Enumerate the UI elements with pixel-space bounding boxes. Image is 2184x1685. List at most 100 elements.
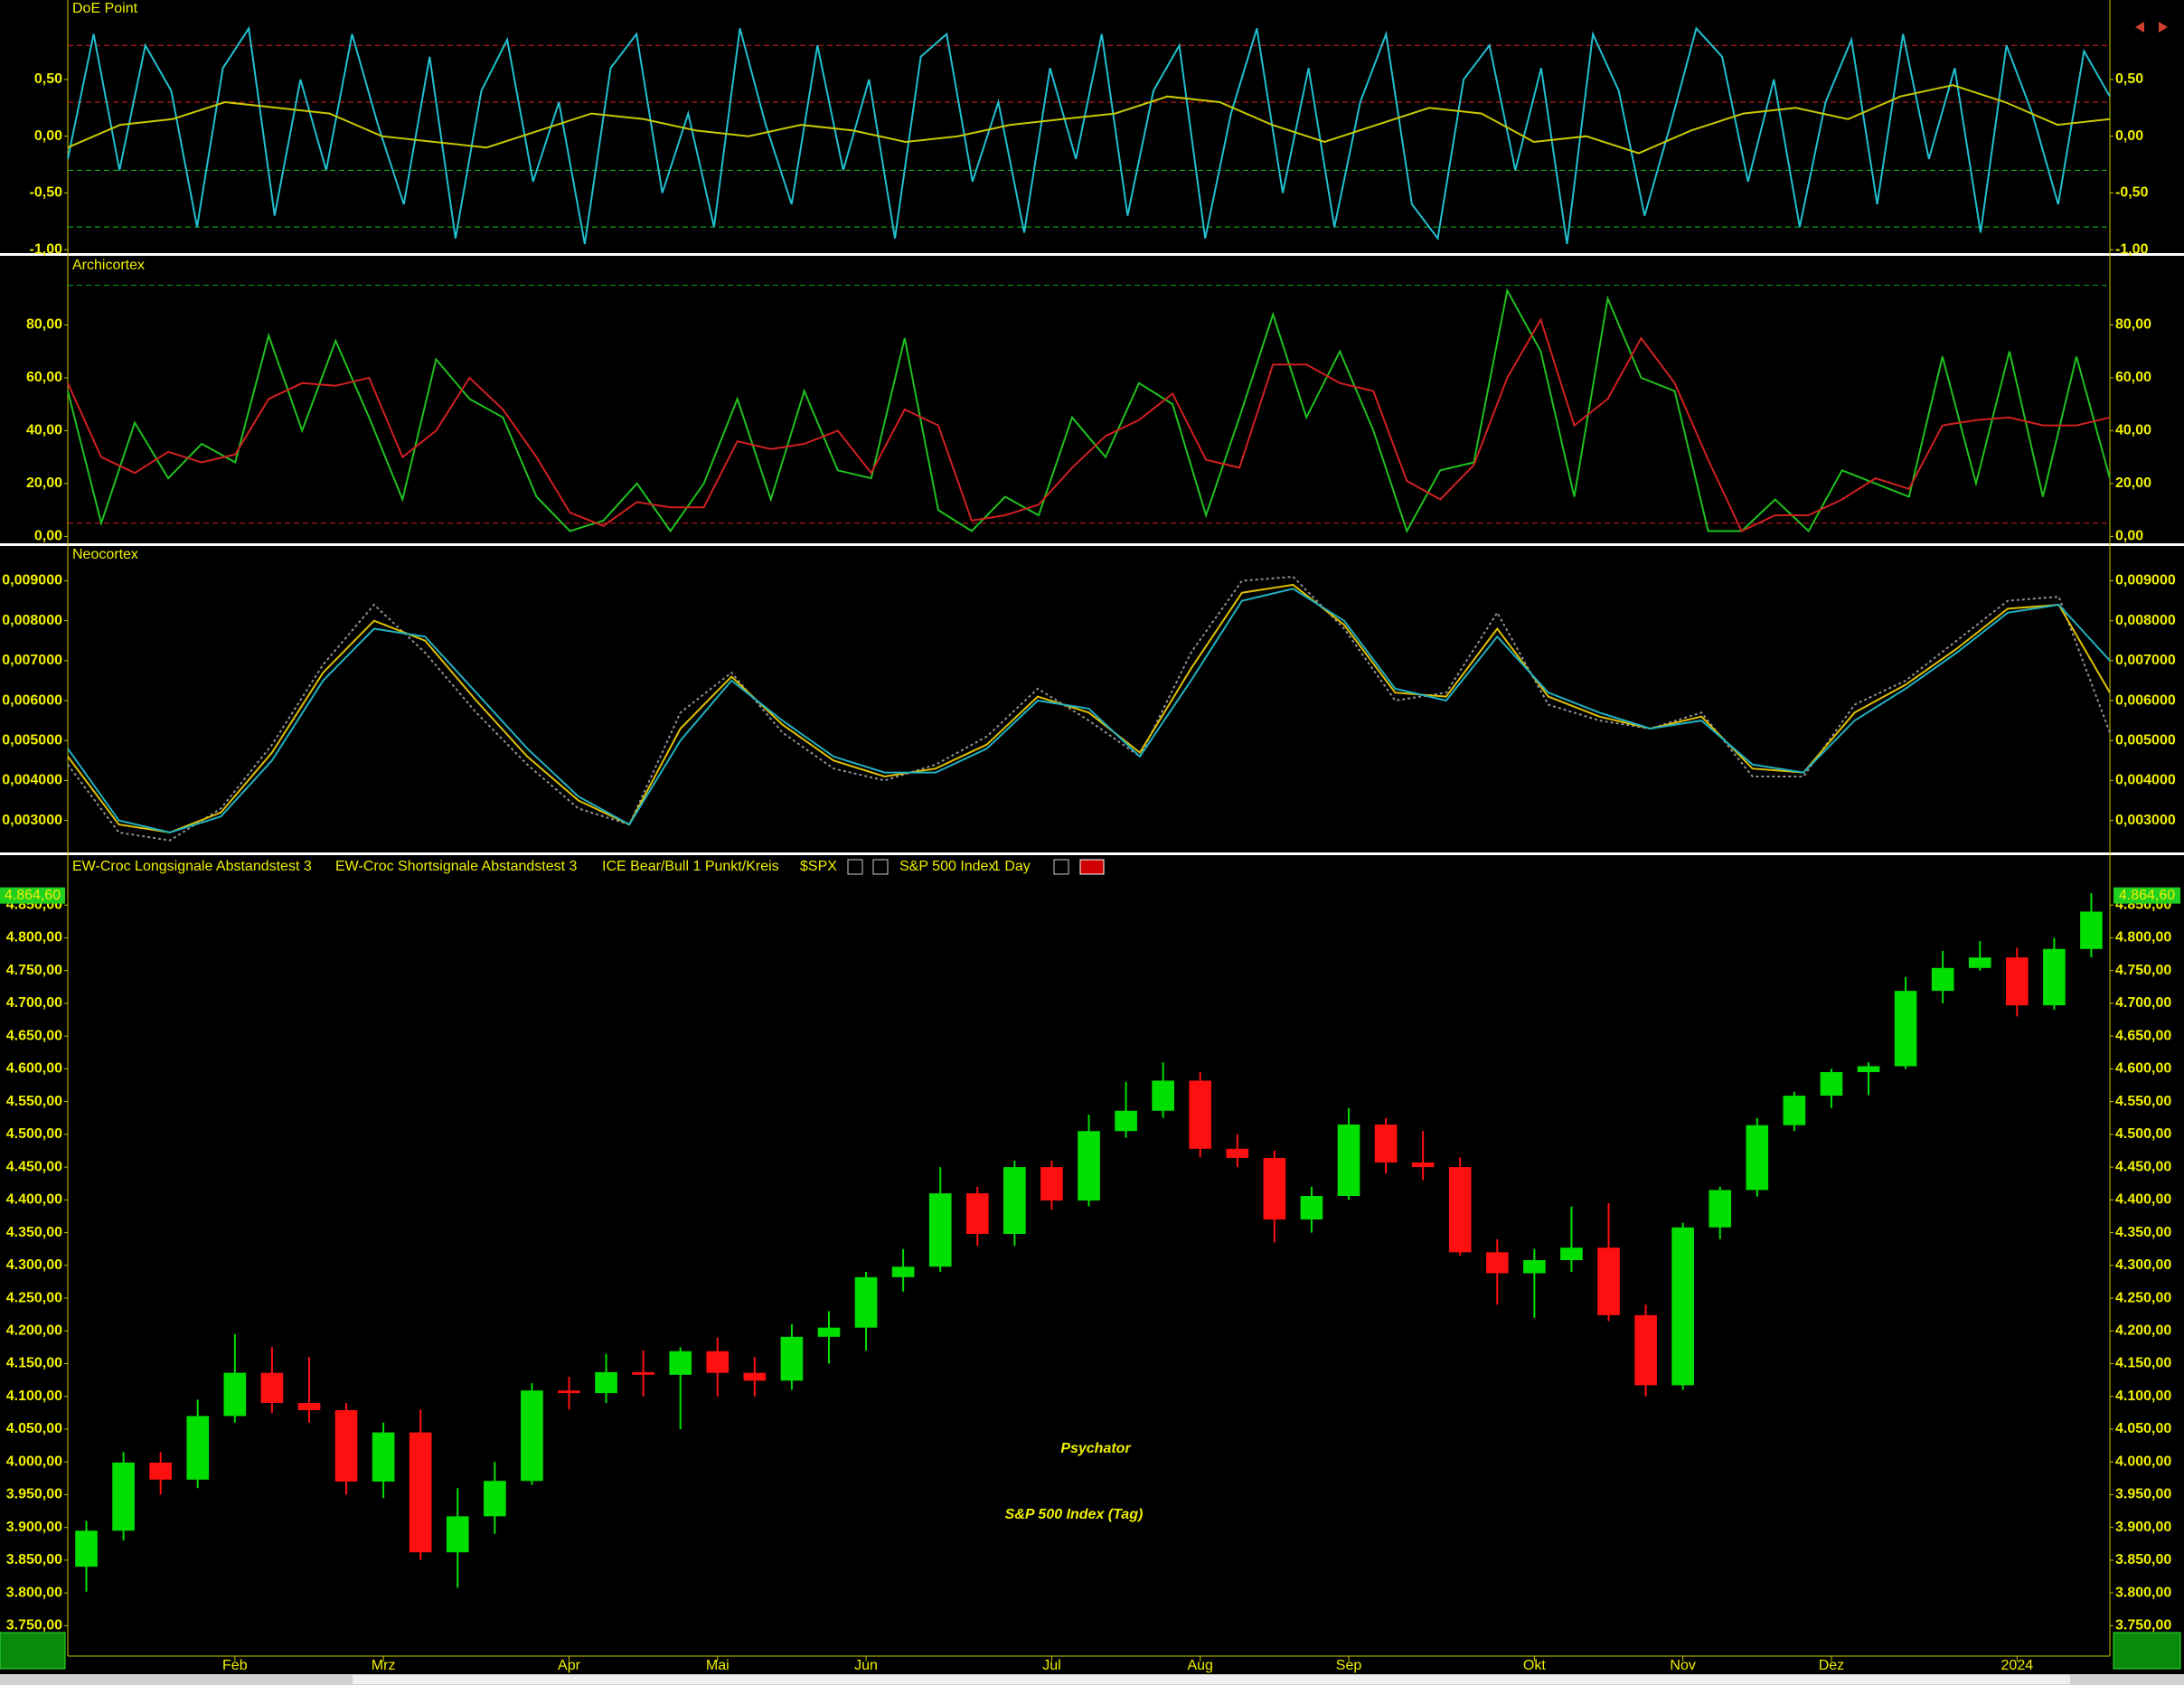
y-tick-label: 0,006000 (2, 692, 62, 708)
y-tick-label: 0,009000 (2, 573, 62, 588)
y-tick-label: 4.300,00 (6, 1257, 62, 1273)
candle-body (1189, 1080, 1212, 1149)
y-tick-label: 3.750,00 (6, 1618, 62, 1633)
y-tick-label: 4.800,00 (2115, 930, 2171, 946)
dropdown[interactable] (872, 859, 889, 875)
x-tick-label: 2024 (2001, 1658, 2034, 1673)
candle-body (1078, 1131, 1100, 1201)
candle-body (1746, 1125, 1769, 1191)
symbol: $SPX (800, 859, 837, 874)
line-series (67, 575, 2111, 842)
y-tick-label: 4.100,00 (2115, 1388, 2171, 1404)
y-tick-label: 4.650,00 (2115, 1028, 2171, 1043)
x-tick-label: Okt (1523, 1658, 1546, 1673)
y-tick-label: 3.950,00 (6, 1487, 62, 1502)
x-tick-label: Jul (1042, 1658, 1060, 1673)
candle-body (743, 1372, 767, 1381)
y-tick-label: 4.050,00 (2115, 1421, 2171, 1436)
x-tick-label: Mrz (372, 1658, 396, 1673)
y-tick-label: 3.850,00 (6, 1552, 62, 1567)
candle-body (1448, 1167, 1472, 1253)
candle-body (334, 1409, 358, 1482)
candle-body (186, 1416, 210, 1480)
y-tick-label: 3.950,00 (2115, 1487, 2171, 1502)
candle-body (1411, 1163, 1435, 1168)
candle-body (854, 1276, 878, 1328)
y-tick-label: 4.400,00 (6, 1192, 62, 1208)
toolbar-icon[interactable] (2135, 22, 2168, 33)
status-box (2113, 1632, 2181, 1670)
x-tick-label: Dez (1819, 1658, 1844, 1673)
line-series (67, 588, 2111, 833)
y-tick-label: 4.750,00 (6, 963, 62, 978)
y-tick-label: 80,00 (26, 317, 62, 333)
candle-body (2005, 957, 2029, 1006)
y-tick-label: 4.600,00 (2115, 1061, 2171, 1077)
y-tick-label: 4.800,00 (6, 930, 62, 946)
candle-body (706, 1351, 730, 1373)
y-tick-label: 4.250,00 (2115, 1290, 2171, 1305)
candle-body (112, 1462, 135, 1531)
candle-body (1263, 1157, 1286, 1220)
y-tick-label: 0,005000 (2, 732, 62, 748)
y-tick-label: 0,00 (2115, 529, 2143, 544)
y-tick-label: 0,006000 (2115, 692, 2176, 708)
y-tick-label: -0,50 (2115, 185, 2149, 201)
y-tick-label: 3.900,00 (6, 1520, 62, 1535)
last-price: 4.864,60 (5, 888, 61, 903)
x-tick-label: Apr (558, 1658, 581, 1673)
candle-body (1226, 1148, 1249, 1158)
candle-body (521, 1390, 543, 1482)
y-tick-label: 0,00 (34, 529, 62, 544)
panel-title: Archicortex (72, 258, 145, 273)
y-tick-label: -0,50 (30, 185, 63, 201)
y-tick-label: 0,003000 (2115, 813, 2176, 828)
instrument: S&P 500 Index (899, 859, 995, 874)
line-series (67, 287, 2111, 533)
candle-body (780, 1336, 804, 1381)
candle-body (409, 1432, 432, 1553)
y-tick-label: 4.750,00 (2115, 963, 2171, 978)
y-tick-label: 3.750,00 (2115, 1618, 2171, 1633)
panel-title: Neocortex (72, 547, 138, 562)
candle-body (1857, 1066, 1880, 1073)
candle-body (1523, 1260, 1546, 1274)
y-tick-label: 4.050,00 (6, 1421, 62, 1436)
candle-body (1040, 1167, 1063, 1201)
candle-body (1783, 1096, 1806, 1125)
y-tick-label: 4.200,00 (2115, 1323, 2171, 1338)
candle-body (223, 1372, 247, 1417)
panel-title: DoE Point (72, 1, 138, 16)
candle-body (669, 1351, 692, 1375)
y-tick-label: 4.100,00 (6, 1388, 62, 1404)
last-price-box (0, 887, 65, 904)
candle-body (1709, 1190, 1732, 1228)
y-tick-label: 4.150,00 (6, 1356, 62, 1371)
candle-body (632, 1371, 654, 1375)
candle-body (1634, 1314, 1657, 1386)
candle-body (260, 1372, 284, 1403)
y-tick-label: 0,00 (2115, 128, 2143, 144)
dropdown[interactable] (847, 859, 863, 875)
close-button[interactable] (1079, 859, 1105, 875)
y-tick-label: 0,00 (34, 128, 62, 144)
y-tick-label: 4.450,00 (6, 1159, 62, 1174)
x-tick-label: Aug (1187, 1658, 1212, 1673)
y-tick-label: 4.350,00 (2115, 1225, 2171, 1240)
candle-body (2080, 911, 2103, 949)
candle-body (1671, 1227, 1694, 1386)
candle-body (1968, 957, 1991, 968)
y-tick-label: 0,004000 (2, 773, 62, 788)
candle-body (446, 1516, 469, 1553)
status-box (0, 1632, 66, 1670)
candle-body (1300, 1195, 1323, 1220)
y-tick-label: -1,00 (2115, 241, 2149, 257)
line-series (67, 84, 2111, 155)
dropdown[interactable] (1053, 859, 1069, 875)
scrollbar-thumb[interactable] (353, 1675, 2070, 1684)
y-tick-label: 3.850,00 (2115, 1552, 2171, 1567)
candle-body (928, 1193, 952, 1267)
candle-body (297, 1402, 321, 1410)
x-tick-label: Jun (854, 1658, 878, 1673)
